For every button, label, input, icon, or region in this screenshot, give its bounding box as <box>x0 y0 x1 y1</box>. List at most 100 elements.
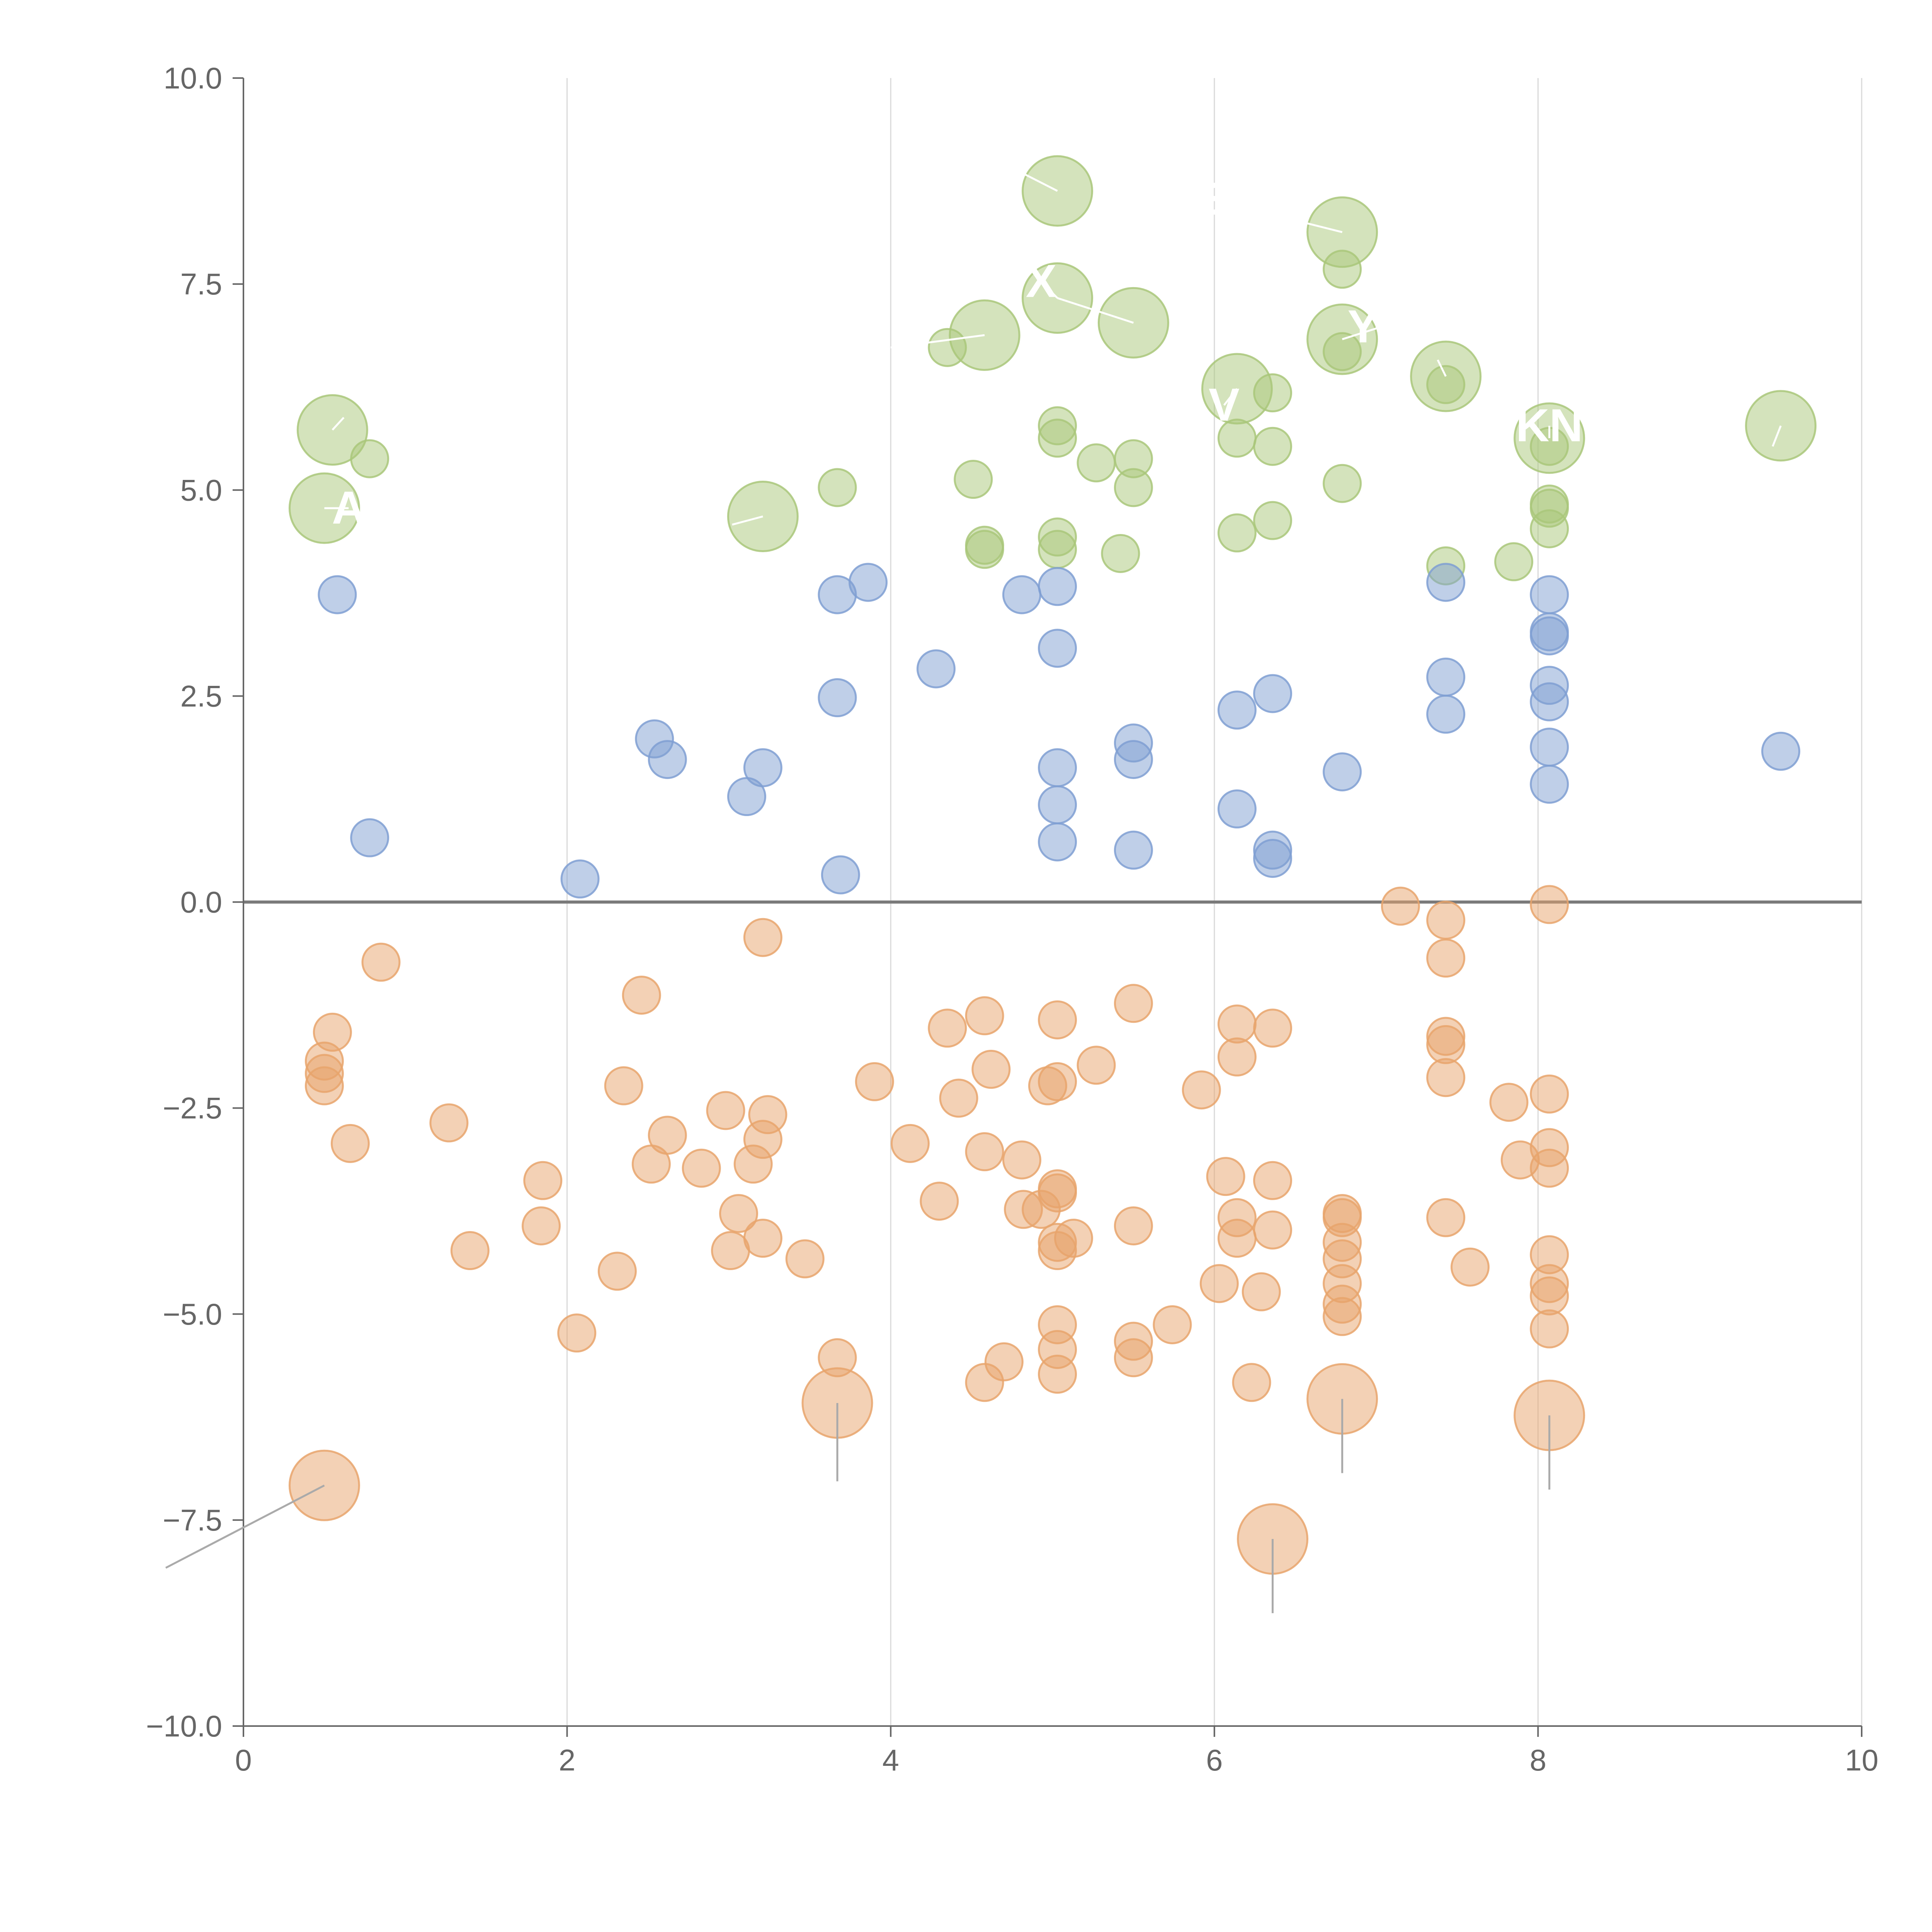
point-blue-5 <box>1038 567 1077 606</box>
point-blue-36 <box>560 859 600 899</box>
point-green-14 <box>928 328 967 367</box>
point-orange-74 <box>597 1252 637 1291</box>
point-blue-2 <box>1426 563 1466 602</box>
point-blue-4 <box>1002 575 1041 614</box>
point-orange-4 <box>1426 939 1466 978</box>
point-green-24 <box>1077 443 1116 483</box>
point-orange-41 <box>631 1145 671 1184</box>
point-blue-25 <box>1038 748 1077 787</box>
point-blue-31 <box>350 818 389 857</box>
point-orange-28 <box>1530 1074 1569 1114</box>
point-orange-48 <box>1253 1161 1293 1200</box>
point-blue-33 <box>1114 830 1153 870</box>
point-orange-51 <box>920 1182 959 1221</box>
point-orange-16 <box>1217 1037 1257 1077</box>
point-blue-35 <box>1253 838 1293 878</box>
point-orange-13 <box>928 1009 967 1048</box>
point-orange-19 <box>971 1049 1011 1089</box>
point-orange-79 <box>1530 1276 1569 1316</box>
callout-line-0 <box>903 112 1058 192</box>
point-green-23 <box>350 439 389 478</box>
x-tick-label-5: 10 <box>1845 1743 1879 1777</box>
point-orange-33 <box>429 1103 469 1143</box>
callout-line-6 <box>1437 359 1447 377</box>
point-blue-37 <box>821 855 860 895</box>
point-orange-1 <box>1530 885 1569 924</box>
point-orange-81 <box>1323 1297 1362 1336</box>
point-orange-23 <box>1426 1058 1466 1097</box>
point-green-37 <box>965 530 1004 569</box>
point-green-33 <box>1530 509 1569 548</box>
point-orange-40 <box>1002 1140 1041 1180</box>
point-orange-61 <box>1253 1210 1293 1250</box>
point-green-21 <box>1253 427 1293 466</box>
point-blue-6 <box>1530 575 1569 614</box>
point-orange-84 <box>1530 1309 1569 1349</box>
point-orange-11 <box>1217 1004 1257 1044</box>
point-orange-6 <box>622 975 661 1015</box>
point-orange-45 <box>682 1148 721 1188</box>
point-orange-85 <box>557 1313 597 1353</box>
point-orange-92 <box>965 1363 1004 1402</box>
point-orange-9 <box>965 996 1004 1036</box>
point-green-13 <box>1323 250 1362 289</box>
point-orange-44 <box>1530 1148 1569 1188</box>
point-green-12 <box>727 480 799 552</box>
x-tick-label-3: 6 <box>1206 1743 1223 1777</box>
callouts: E X YO V KN A <box>165 112 1782 1613</box>
callout-label-2: X <box>1026 255 1057 307</box>
point-orange-54 <box>719 1194 759 1233</box>
point-green-29 <box>1114 468 1153 507</box>
point-orange-59 <box>522 1206 561 1246</box>
point-orange-75 <box>1199 1264 1239 1303</box>
point-blue-26 <box>1323 752 1362 792</box>
point-orange-93 <box>1232 1363 1271 1402</box>
point-blue-3 <box>818 575 857 614</box>
point-orange-36 <box>890 1124 930 1163</box>
point-orange-82 <box>1153 1305 1192 1344</box>
point-blue-0 <box>318 575 357 614</box>
point-blue-21 <box>1761 731 1801 771</box>
point-blue-22 <box>648 740 687 779</box>
callout-line-10 <box>1772 425 1782 447</box>
y-tick-label-1: −7.5 <box>163 1503 222 1537</box>
callout-line-5 <box>1342 326 1381 340</box>
y-tick-label-4: 0.0 <box>180 885 222 919</box>
point-blue-32 <box>1038 822 1077 862</box>
point-orange-12 <box>1253 1009 1293 1048</box>
point-orange-89 <box>1114 1338 1153 1378</box>
point-green-27 <box>1323 464 1362 503</box>
point-orange-64 <box>1217 1219 1257 1258</box>
point-orange-73 <box>1451 1247 1490 1287</box>
callout-label-7: V <box>1209 379 1240 431</box>
callout-line-7 <box>1223 388 1238 406</box>
callout-line-16 <box>165 1485 325 1569</box>
point-orange-24 <box>1028 1066 1067 1105</box>
y-tick-label-5: 2.5 <box>180 679 222 713</box>
x-tick-label-1: 2 <box>559 1743 575 1777</box>
point-green-16 <box>1426 365 1466 404</box>
point-blue-14 <box>818 678 857 718</box>
point-green-38 <box>1038 530 1077 569</box>
axes: 0 2 4 6 8 10 −10.0 −7.5 −5.0 −2.5 0.0 2.5 5.0 7.5 10.0 <box>146 61 1879 1777</box>
point-orange-46 <box>1206 1157 1245 1196</box>
y-tick-label-6: 5.0 <box>180 473 222 507</box>
point-orange-26 <box>604 1066 643 1105</box>
y-tick-label-3: −2.5 <box>163 1091 222 1125</box>
point-blue-27 <box>1530 765 1569 804</box>
point-blue-23 <box>1114 740 1153 779</box>
point-green-32 <box>1253 501 1293 540</box>
point-green-15 <box>1323 332 1362 371</box>
y-tick-label-2: −5.0 <box>163 1297 222 1331</box>
data-points <box>288 155 1817 1575</box>
point-blue-13 <box>1253 674 1293 713</box>
point-blue-16 <box>1217 690 1257 730</box>
point-orange-91 <box>1038 1354 1077 1394</box>
point-blue-11 <box>1426 657 1466 697</box>
point-orange-37 <box>330 1124 370 1163</box>
point-orange-67 <box>1038 1231 1077 1270</box>
point-green-19 <box>1038 418 1077 458</box>
point-orange-3 <box>743 918 782 957</box>
